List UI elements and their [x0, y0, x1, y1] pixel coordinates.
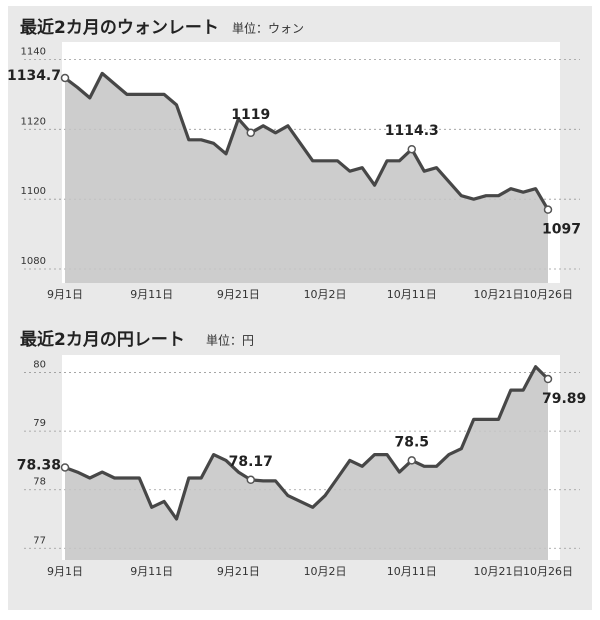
data-label: 79.89: [542, 391, 586, 407]
x-tick-label: 9月1日: [47, 288, 83, 301]
y-tick-label: 78: [33, 477, 46, 488]
chart-subtitle: 単位：ウォン: [232, 21, 304, 36]
point: [60, 463, 70, 472]
area: [65, 73, 548, 284]
x-tick-label: 10月26日: [523, 565, 573, 578]
point: [407, 456, 417, 465]
x-tick-label: 10月21日: [473, 565, 523, 578]
y-tick-label: 1100: [21, 186, 46, 197]
line: [64, 365, 550, 521]
y-tick-label: 77: [33, 535, 46, 546]
chart-title: 最近2カ月の円レート: [20, 329, 185, 350]
x-tick-label: 10月11日: [387, 565, 437, 578]
y-tick-label: 80: [33, 360, 46, 371]
point: [407, 144, 417, 154]
x-tick-label: 10月21日: [473, 288, 523, 301]
point: [543, 374, 553, 384]
x-tick-label: 9月1日: [47, 565, 83, 578]
y-tick-label: 1140: [21, 46, 46, 57]
chart-subtitle: 単位：円: [206, 333, 254, 348]
point: [543, 205, 553, 214]
area: [65, 366, 548, 560]
x-tick-label: 10月26日: [523, 288, 573, 301]
line: [64, 71, 550, 211]
x-tick-label: 10月2日: [304, 288, 347, 301]
point: [246, 128, 256, 138]
x-tick-label: 9月21日: [217, 565, 260, 578]
data-label: 1134.7: [7, 68, 61, 84]
point: [246, 475, 256, 485]
chart-title: 最近2カ月のウォンレート: [20, 17, 219, 38]
y-tick-label: 79: [33, 418, 46, 429]
x-tick-label: 9月11日: [130, 565, 173, 578]
point: [60, 73, 70, 83]
x-tick-label: 10月11日: [387, 288, 437, 301]
y-tick-label: 1080: [21, 256, 46, 267]
data-label: 1119: [231, 107, 270, 123]
data-label: 78.5: [394, 434, 429, 450]
data-label: 1114.3: [385, 123, 439, 139]
data-label: 1097: [542, 222, 581, 238]
data-label: 78.17: [229, 454, 273, 470]
x-tick-label: 9月11日: [130, 288, 173, 301]
y-tick-label: 1120: [21, 116, 46, 127]
data-label: 78.38: [17, 457, 61, 473]
x-tick-label: 10月2日: [304, 565, 347, 578]
x-tick-label: 9月21日: [217, 288, 260, 301]
